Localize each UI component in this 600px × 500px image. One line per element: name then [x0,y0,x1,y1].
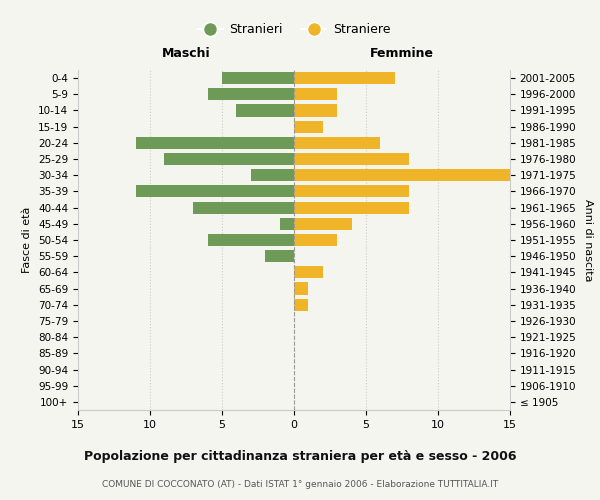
Bar [193,202,294,213]
Legend: Stranieri, Straniere: Stranieri, Straniere [193,18,395,42]
Bar [236,104,294,117]
Bar [294,88,337,101]
Bar [294,104,337,117]
Bar [294,186,409,198]
Bar [294,72,395,84]
Bar [222,72,294,84]
Text: Femmine: Femmine [370,48,434,60]
Bar [294,137,380,149]
Bar [251,169,294,181]
Bar [280,218,294,230]
Bar [136,186,294,198]
Bar [294,266,323,278]
Bar [294,202,409,213]
Bar [294,282,308,294]
Bar [294,218,352,230]
Bar [164,153,294,165]
Y-axis label: Anni di nascita: Anni di nascita [583,198,593,281]
Bar [265,250,294,262]
Bar [208,234,294,246]
Bar [294,169,510,181]
Bar [294,234,337,246]
Text: Maschi: Maschi [161,48,211,60]
Bar [294,120,323,132]
Bar [136,137,294,149]
Bar [208,88,294,101]
Bar [294,298,308,311]
Text: Popolazione per cittadinanza straniera per età e sesso - 2006: Popolazione per cittadinanza straniera p… [84,450,516,463]
Bar [294,153,409,165]
Y-axis label: Fasce di età: Fasce di età [22,207,32,273]
Text: COMUNE DI COCCONATO (AT) - Dati ISTAT 1° gennaio 2006 - Elaborazione TUTTITALIA.: COMUNE DI COCCONATO (AT) - Dati ISTAT 1°… [102,480,498,489]
